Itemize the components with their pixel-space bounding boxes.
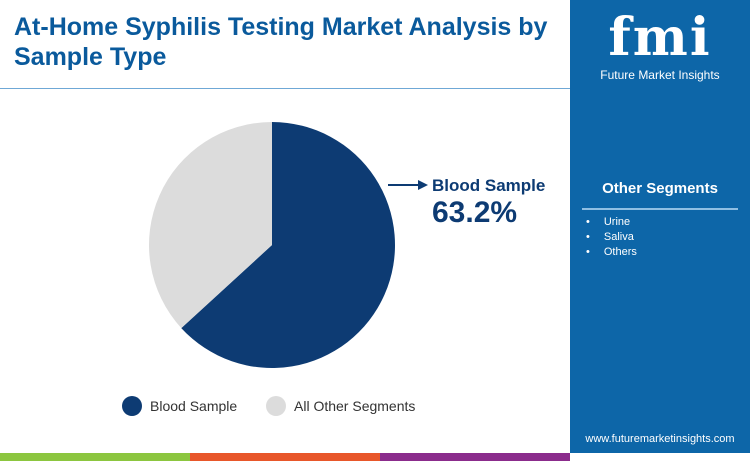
- legend-label: All Other Segments: [294, 398, 416, 414]
- pie-slice-blood-sample: [181, 122, 395, 368]
- callout-arrow-icon: [418, 180, 428, 190]
- pie-chart: [148, 122, 428, 368]
- segment-item: Saliva: [586, 230, 637, 245]
- callout-label: Blood Sample: [432, 176, 546, 195]
- title-divider: [0, 88, 570, 89]
- other-segments-divider: [582, 208, 738, 210]
- other-segments-list: Urine Saliva Others: [586, 215, 637, 260]
- legend-label: Blood Sample: [150, 398, 238, 414]
- footer-strip-purple: [380, 453, 570, 461]
- legend-item-other-segments: All Other Segments: [266, 396, 415, 416]
- fmi-logo: fmi Future Market Insights: [570, 7, 750, 83]
- segment-item: Urine: [586, 215, 637, 230]
- legend-item-blood-sample: Blood Sample: [122, 396, 237, 416]
- website-url: www.futuremarketinsights.com: [585, 433, 735, 445]
- callout-value: 63.2%: [432, 196, 518, 229]
- footer-strip-green: [0, 453, 190, 461]
- footer-strip-orange: [190, 453, 380, 461]
- page-title: At-Home Syphilis Testing Market Analysis…: [14, 13, 548, 71]
- logo-name: Future Market Insights: [600, 68, 720, 82]
- legend-swatch: [266, 396, 286, 416]
- other-segments-title: Other Segments: [602, 180, 718, 197]
- logo-mark: fmi: [608, 7, 712, 68]
- segment-item: Others: [586, 245, 637, 260]
- legend-swatch: [122, 396, 142, 416]
- sidebar-panel: fmi Future Market Insights Other Segment…: [570, 0, 750, 453]
- pie-slice-other-segments: [148, 122, 272, 329]
